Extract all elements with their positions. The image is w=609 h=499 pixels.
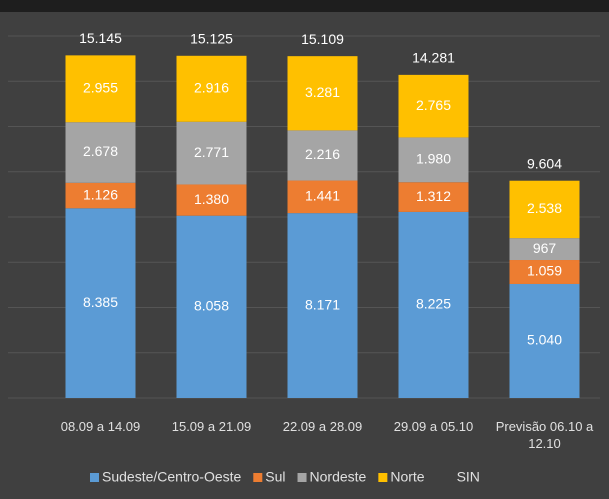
bar-segment bbox=[287, 130, 358, 181]
total-label: 9.604 bbox=[527, 155, 562, 171]
bar-segment bbox=[398, 137, 469, 183]
x-tick-label: 15.09 a 21.09 bbox=[171, 419, 252, 434]
bar-segment bbox=[287, 213, 358, 398]
bar-segment bbox=[398, 182, 469, 212]
total-label: 14.281 bbox=[412, 50, 455, 66]
data-label: 2.916 bbox=[194, 79, 229, 95]
data-label: 8.225 bbox=[416, 296, 451, 312]
bar-segment bbox=[65, 122, 136, 183]
legend-swatch bbox=[253, 473, 263, 482]
data-label: 8.171 bbox=[305, 296, 340, 312]
x-tick-label: 22.09 a 28.09 bbox=[282, 419, 363, 434]
legend-swatch bbox=[297, 473, 307, 482]
bar-segment bbox=[509, 180, 580, 239]
bar-segment bbox=[509, 283, 580, 398]
legend-label: Sudeste/Centro-Oeste bbox=[102, 469, 242, 485]
data-label: 1.126 bbox=[83, 186, 118, 202]
total-label: 15.109 bbox=[301, 31, 344, 47]
bar-segment bbox=[509, 238, 580, 261]
bar-segment bbox=[176, 121, 247, 185]
data-label: 2.765 bbox=[416, 97, 451, 113]
x-tick-label: 08.09 a 14.09 bbox=[60, 419, 141, 434]
bar-segment bbox=[65, 182, 136, 209]
legend-label: Sul bbox=[265, 469, 285, 485]
data-label: 2.955 bbox=[83, 79, 118, 95]
x-tick-label: 29.09 a 05.10 bbox=[393, 419, 474, 434]
data-label: 8.385 bbox=[83, 294, 118, 310]
legend-label: SIN bbox=[457, 469, 480, 485]
data-label: 1.380 bbox=[194, 191, 229, 207]
data-label: 3.281 bbox=[305, 84, 340, 100]
data-label: 2.771 bbox=[194, 144, 229, 160]
x-tick-label: Previsão 06.10 a 12.10 bbox=[495, 419, 594, 451]
legend-swatch bbox=[378, 473, 388, 482]
bar-segment bbox=[65, 208, 136, 398]
legend-swatch bbox=[90, 473, 99, 482]
data-label: 1.312 bbox=[416, 188, 451, 204]
total-label: 15.145 bbox=[79, 30, 122, 46]
legend-label: Norte bbox=[390, 469, 424, 485]
data-label: 1.980 bbox=[416, 151, 451, 167]
data-label: 8.058 bbox=[194, 298, 229, 314]
legend-label: Nordeste bbox=[310, 469, 367, 485]
data-label: 967 bbox=[533, 240, 557, 256]
data-label: 5.040 bbox=[527, 332, 562, 348]
data-label: 1.059 bbox=[527, 263, 562, 279]
total-label: 15.125 bbox=[190, 31, 233, 47]
bar-segment bbox=[176, 55, 247, 122]
data-label: 2.538 bbox=[527, 200, 562, 216]
bar-segment bbox=[176, 184, 247, 216]
data-label: 1.441 bbox=[305, 188, 340, 204]
bar-segment bbox=[176, 215, 247, 398]
bar-segment bbox=[398, 211, 469, 398]
bar-segment bbox=[65, 55, 136, 123]
bar-segment bbox=[287, 56, 358, 131]
data-label: 2.678 bbox=[83, 143, 118, 159]
title-bar bbox=[0, 0, 609, 12]
data-label: 2.216 bbox=[305, 146, 340, 162]
bar-segment bbox=[398, 74, 469, 138]
bar-segment bbox=[509, 260, 580, 284]
bar-segment bbox=[287, 180, 358, 214]
